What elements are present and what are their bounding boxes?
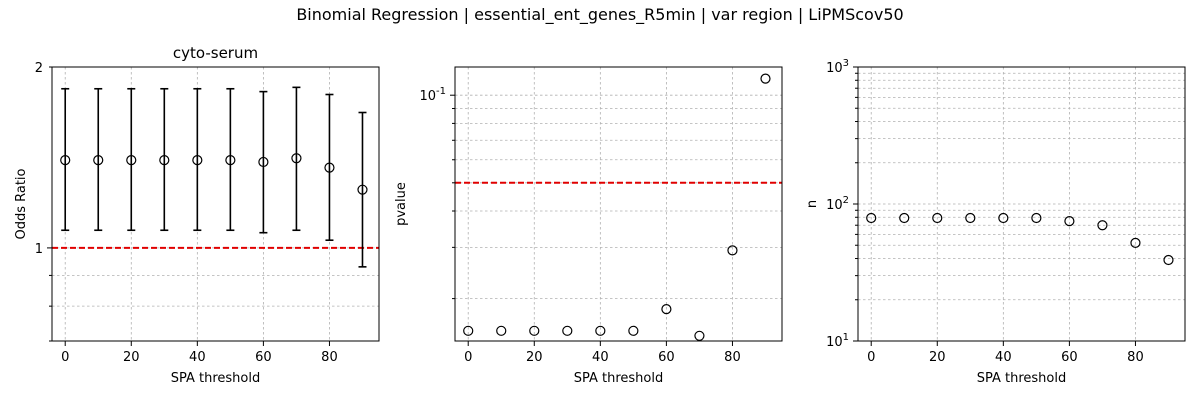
data-point	[1130, 237, 1141, 249]
data-point	[60, 154, 71, 166]
axes-frame	[857, 66, 1186, 342]
x-tick-label: 40	[592, 350, 609, 365]
data-point	[899, 212, 910, 224]
x-tick-label: 80	[1127, 350, 1144, 365]
x-tick-label: 40	[189, 350, 206, 365]
data-point	[866, 212, 877, 224]
data-point	[998, 212, 1009, 224]
y-axis-label: pvalue	[394, 182, 409, 226]
y-tick-label: 101	[826, 332, 849, 350]
data-point	[1031, 212, 1042, 224]
data-point	[694, 330, 705, 341]
data-point	[291, 153, 302, 164]
data-point	[258, 156, 269, 168]
y-axis-label: n	[805, 200, 820, 208]
y-tick-label: 102	[826, 195, 849, 213]
figure-suptitle: Binomial Regression | essential_ent_gene…	[296, 5, 903, 25]
data-point	[628, 325, 639, 336]
data-point	[496, 325, 507, 336]
data-point	[225, 154, 236, 166]
data-point	[1163, 254, 1174, 266]
data-point	[727, 245, 738, 256]
data-point	[192, 154, 203, 166]
data-point	[1097, 220, 1108, 231]
x-tick-label: 20	[526, 350, 543, 365]
data-point	[965, 212, 976, 224]
panel-title: cyto-serum	[173, 44, 258, 62]
x-axis-label: SPA threshold	[574, 371, 664, 386]
x-tick-label: 20	[929, 350, 946, 365]
data-point	[661, 304, 672, 315]
y-tick-label: 1	[35, 242, 43, 257]
x-tick-label: 60	[1061, 350, 1078, 365]
x-tick-label: 60	[658, 350, 675, 365]
x-tick-label: 80	[321, 350, 338, 365]
x-axis-label: SPA threshold	[171, 371, 261, 386]
data-point	[126, 154, 137, 166]
y-axis-label: Odds Ratio	[14, 168, 29, 239]
y-tick-label: 2	[35, 61, 43, 76]
x-tick-label: 0	[464, 350, 472, 365]
data-point	[159, 154, 170, 166]
x-tick-label: 20	[123, 350, 140, 365]
data-point	[529, 325, 540, 336]
x-axis-label: SPA threshold	[977, 371, 1067, 386]
x-tick-label: 40	[995, 350, 1012, 365]
x-tick-label: 0	[867, 350, 875, 365]
data-point	[760, 73, 771, 84]
data-point	[595, 325, 606, 336]
x-tick-label: 80	[724, 350, 741, 365]
data-point	[324, 162, 335, 173]
data-point	[357, 184, 368, 195]
data-point	[932, 212, 943, 224]
x-tick-label: 0	[61, 350, 69, 365]
y-tick-label: 103	[826, 58, 849, 76]
panel-pvalue: 0 20 40 60 80 10-1 SPA threshold pvalue	[394, 66, 783, 386]
panel-n: 0 20 40 60 80 101 102 103 SPA threshold n	[805, 58, 1186, 386]
axes-frame	[454, 66, 783, 342]
data-point	[93, 154, 104, 166]
y-tick-label: 10-1	[419, 86, 446, 104]
data-point	[463, 325, 474, 336]
panel-cyto-serum: 0 20 40 60 80 1 2 cyto-serum SPA threshold Odds R…	[14, 44, 380, 386]
data-point	[562, 325, 573, 336]
data-point	[1064, 216, 1075, 227]
axes-frame	[51, 66, 380, 342]
x-tick-label: 60	[255, 350, 272, 365]
